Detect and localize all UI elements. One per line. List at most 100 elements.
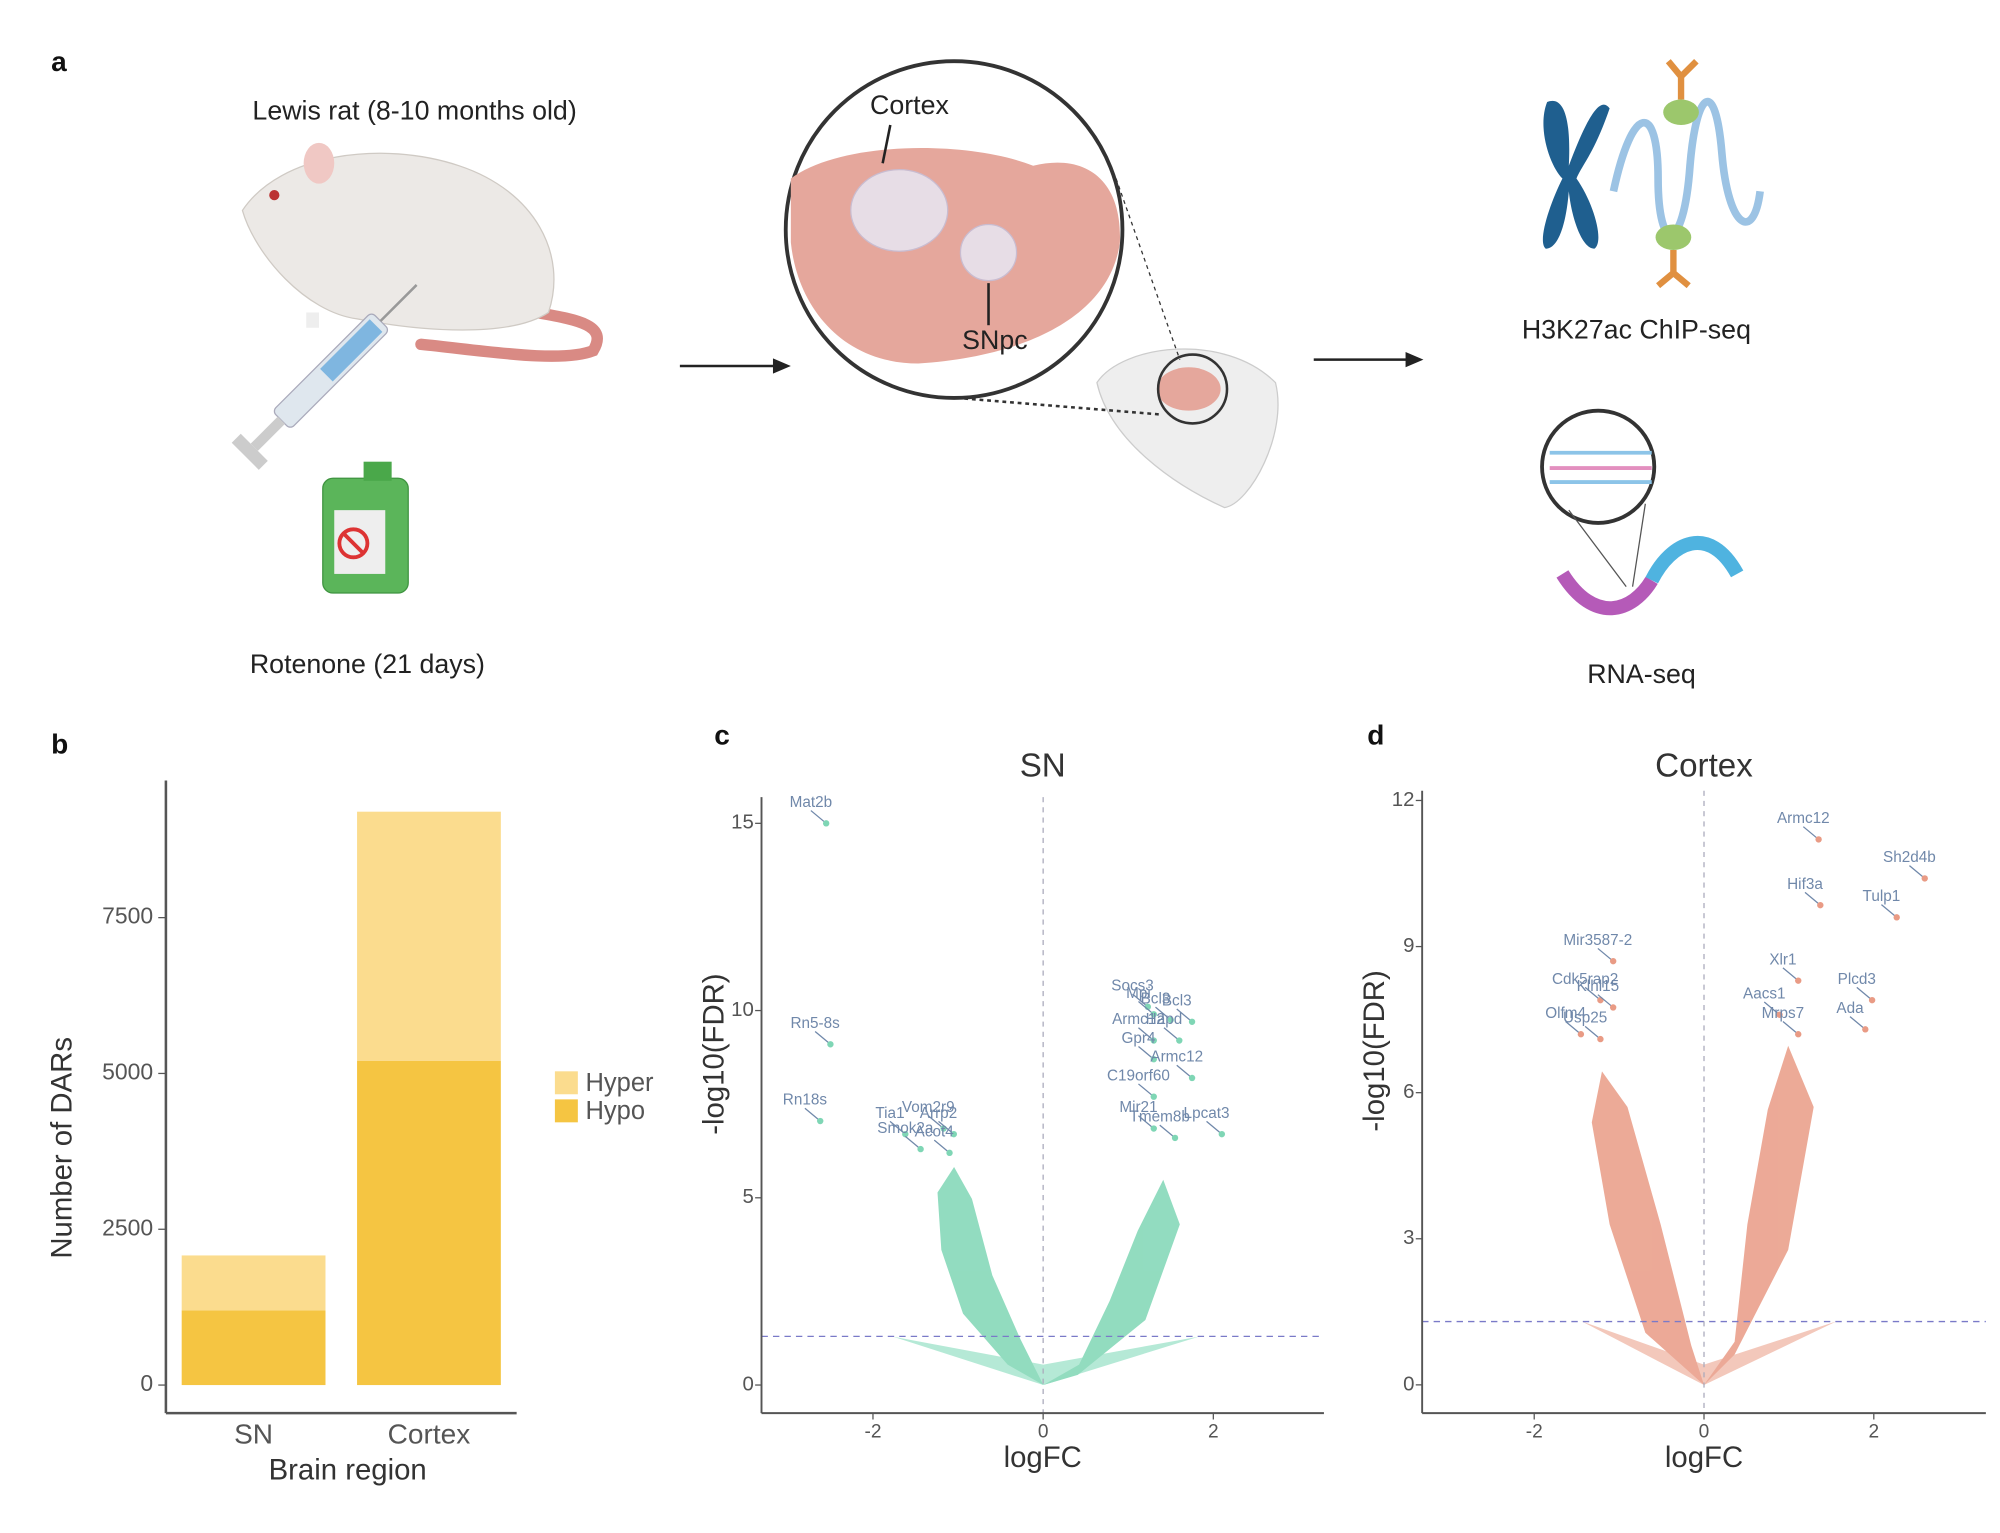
gene-label: Klhl15 [1577,978,1620,995]
x-tick-label: 0 [1699,1421,1710,1442]
gene-label: Hif3a [1787,876,1823,893]
gene-label: Gpr4 [1121,1030,1155,1047]
point [902,1130,909,1138]
leader-line [938,1120,955,1135]
y-tick-label: 3 [1403,1227,1414,1249]
y-tick-label: 0 [743,1373,754,1395]
leader-line [1909,865,1926,879]
leader-line [1856,986,1873,1001]
y-tick-label: 2500 [102,1214,153,1240]
rna-seq-icon [1540,408,1744,616]
x-tick-label: Cortex [388,1418,471,1449]
panel-label: d [1367,720,1384,751]
caption: RNA-seq [1587,659,1696,689]
leader-line [804,1107,821,1122]
gene-label: Mrps7 [1762,1005,1805,1022]
gene-label: Usp25 [1563,1010,1607,1027]
y-tick-label: 5 [743,1186,754,1208]
leader-line [1763,1001,1780,1016]
gene-label: Armc12 [1777,810,1830,827]
x-tick-label: 2 [1208,1421,1219,1442]
leader-line [810,810,827,824]
x-axis-title: logFC [1004,1441,1082,1474]
y-tick-label: 15 [731,812,754,834]
leader-line [1584,1025,1601,1040]
x-tick-label: 0 [1038,1421,1049,1442]
point [1218,1130,1226,1138]
gene-label: C19orf60 [1107,1067,1170,1084]
gene-label: Bcl3 [1162,992,1192,1009]
gene-label: Acot4 [915,1123,955,1140]
gene-label: Cdk5rap2 [1552,971,1618,988]
point [822,820,830,827]
panel-label: b [51,729,68,760]
gene-label: Tulp1 [1863,888,1901,905]
leader-line [1155,1006,1172,1021]
leader-line [1802,826,1820,840]
chart-title: Cortex [1655,748,1753,785]
y-tick-label: 7500 [102,903,153,929]
legend-swatch [554,1099,578,1123]
leader-line [1159,1124,1176,1139]
leader-line [1138,1083,1155,1098]
leader-line [1584,986,1601,1001]
rat [241,142,603,362]
leader-line [1597,947,1614,962]
y-tick-label: 0 [1403,1373,1414,1395]
point [827,1041,834,1048]
gene-label: Tmem8b [1130,1109,1190,1126]
gene-label: Bcl3 [1141,991,1171,1008]
chart-title: SN [1020,748,1066,785]
point [817,1117,824,1125]
caption: H3K27ac ChIP-seq [1522,315,1751,345]
point [1862,1026,1869,1033]
leader-line [1138,1115,1155,1130]
gene-label: Mat2b [790,794,833,811]
point [1188,1018,1196,1025]
gene-label: Xlr1 [1769,951,1796,968]
point [917,1145,924,1153]
leader-line [1176,1064,1193,1079]
gene-label: Mir21 [1119,1099,1157,1116]
x-axis-title: logFC [1665,1441,1743,1474]
point [1150,1093,1157,1100]
point [1776,1011,1783,1018]
point [1597,1035,1604,1043]
leader-line [1597,994,1614,1008]
bottle [322,461,409,594]
point [1609,1004,1617,1011]
point [1868,996,1876,1004]
point [1188,1074,1196,1082]
point [1609,957,1617,965]
point [1150,1125,1157,1132]
gene-label: Rn18s [783,1092,828,1109]
point [1167,1016,1174,1024]
gene-label: Rn5-8s [790,1015,840,1032]
bar-segment [357,811,501,1061]
syringe [231,284,418,470]
point [950,1130,957,1138]
y-axis-title: Number of DARs [46,1037,79,1259]
x-tick-label: -2 [864,1421,881,1442]
leader-line [1176,1008,1193,1023]
label: SNpc [962,325,1027,355]
gene-label: Tia1 [875,1105,904,1122]
gene-label: Sh2d4b [1883,849,1936,866]
point [1817,901,1824,909]
legend-label: Hypo [586,1097,646,1125]
y-tick-label: 9 [1403,935,1414,957]
point [946,1149,953,1157]
x-tick-label: 2 [1868,1421,1879,1442]
y-tick-label: 6 [1403,1081,1414,1103]
y-tick-label: 0 [140,1370,153,1396]
gene-label: Aacs1 [1743,985,1786,1002]
leader-line [1163,1027,1180,1042]
point [1150,1011,1157,1018]
leader-line [1782,967,1799,982]
gene-label: Mir3587-2 [1563,932,1632,949]
gene-label: Plcd3 [1838,971,1876,988]
point [1577,1031,1585,1038]
gene-label: Lpcat3 [1184,1105,1230,1122]
panel-a: a Lewis rat (8-10 months old) Rotenone (… [51,46,1764,689]
